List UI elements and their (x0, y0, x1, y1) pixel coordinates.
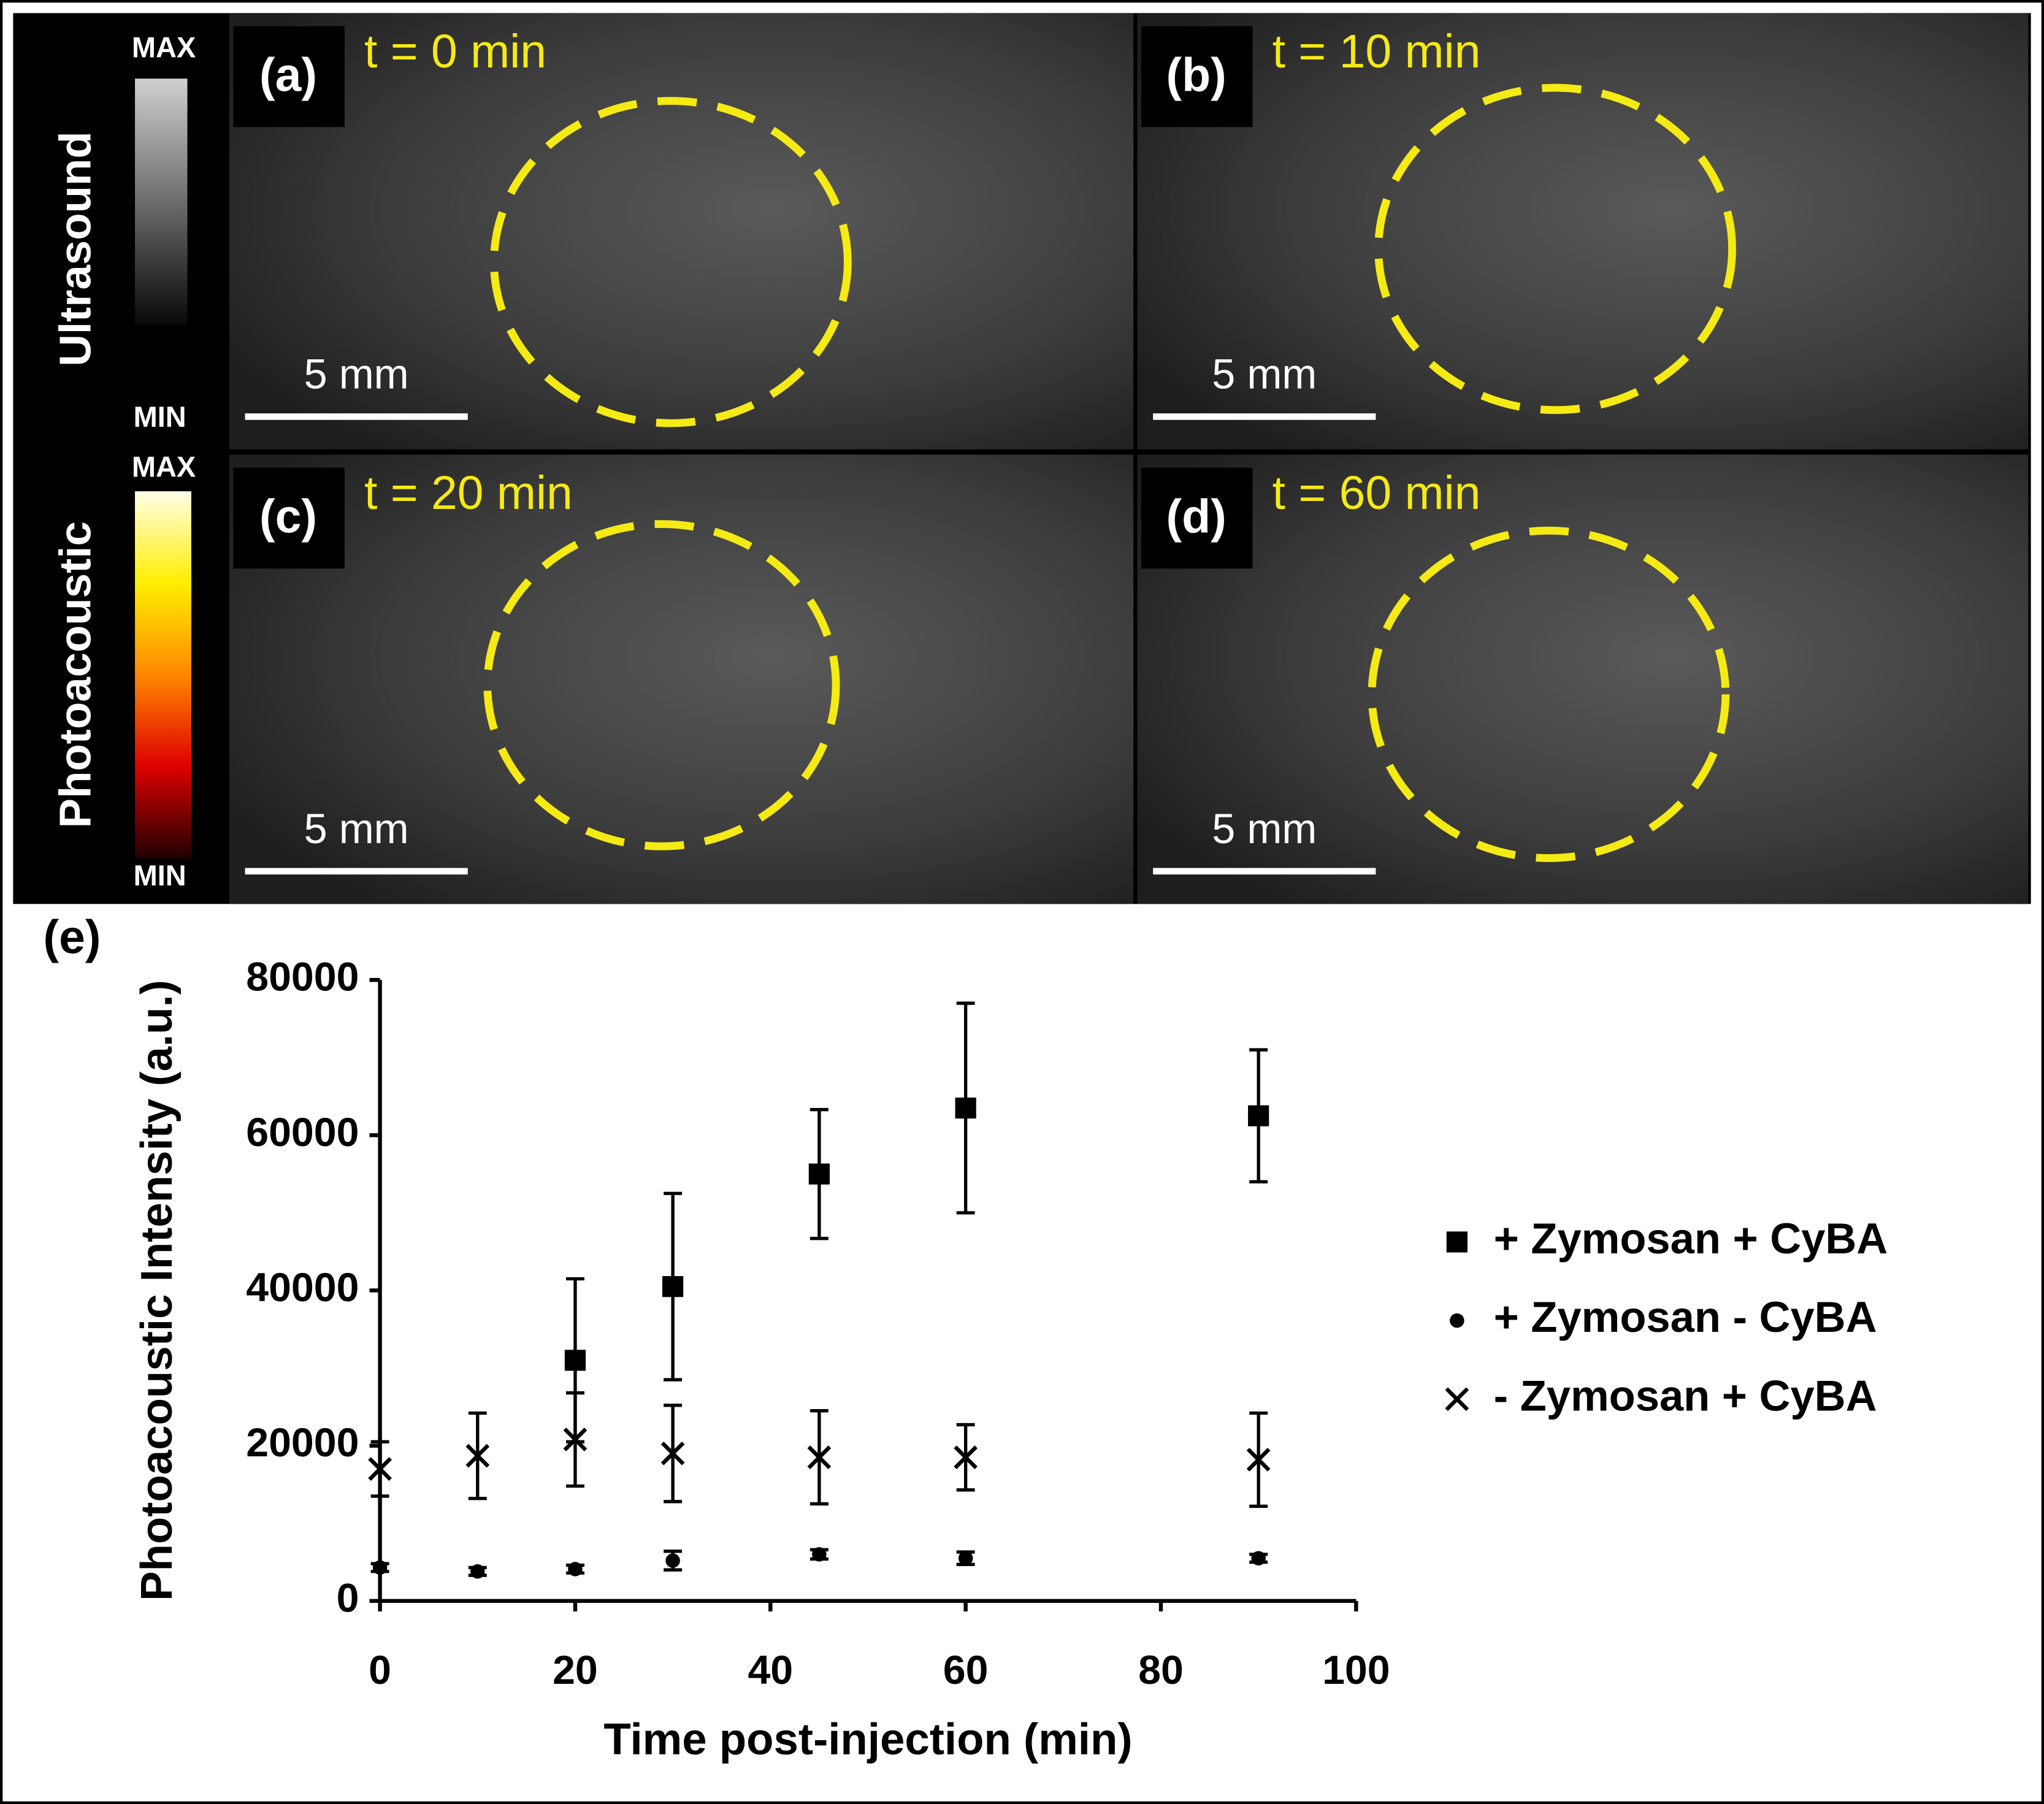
ultrasound-image (229, 454, 1134, 904)
ultrasound-colorbar (135, 78, 188, 325)
marker (470, 1564, 485, 1579)
panel-label: (d) (1166, 491, 1227, 543)
scale-label: 5 mm (304, 806, 409, 852)
marker (958, 1551, 973, 1565)
legend-marker (1446, 1231, 1468, 1253)
ultrasound-image (1137, 13, 2029, 449)
colorbar-min: MIN (134, 859, 186, 892)
y-tick-label: 20000 (246, 1420, 359, 1466)
marker (807, 1445, 832, 1470)
x-tick-label: 80 (1138, 1648, 1184, 1693)
legend-marker (1445, 1387, 1469, 1412)
marker (660, 1441, 685, 1466)
ultrasound-image (1137, 454, 2029, 904)
panel-label: (a) (259, 49, 317, 102)
marker (368, 1457, 392, 1481)
marker (564, 1350, 586, 1371)
y-tick-label: 60000 (246, 1110, 359, 1155)
marker (465, 1443, 490, 1468)
region-of-interest (1374, 83, 1736, 415)
marker (808, 1163, 830, 1185)
scale-label: 5 mm (304, 351, 409, 397)
region-of-interest (490, 97, 852, 427)
time-label: t = 10 min (1273, 25, 1481, 78)
y-tick-label: 40000 (246, 1265, 359, 1310)
label-box (1141, 467, 1253, 569)
legend-marker (1450, 1313, 1464, 1328)
x-tick-label: 0 (369, 1648, 391, 1693)
x-tick-label: 40 (748, 1648, 793, 1693)
label-box (233, 26, 345, 128)
scale-label: 5 mm (1212, 806, 1317, 852)
marker (662, 1276, 684, 1298)
x-tick-label: 20 (553, 1648, 598, 1693)
y-axis-label: Photoacoustic Intensity (a.u.) (132, 980, 182, 1601)
legend-label: - Zymosan + CyBA (1494, 1371, 1877, 1420)
marker (372, 1560, 388, 1575)
time-label: t = 20 min (364, 467, 573, 519)
legend-label: + Zymosan - CyBA (1494, 1293, 1877, 1341)
panel-label: (e) (44, 911, 101, 963)
x-tick-label: 100 (1322, 1648, 1390, 1693)
marker (563, 1428, 588, 1451)
label-box (1141, 26, 1253, 128)
scale-label: 5 mm (1212, 351, 1317, 397)
panel-label: (b) (1166, 49, 1227, 102)
marker (812, 1547, 827, 1562)
region-of-interest (483, 520, 840, 850)
label-box (233, 467, 345, 569)
marker (665, 1553, 680, 1568)
time-label: t = 60 min (1273, 467, 1481, 519)
marker (1251, 1551, 1266, 1565)
legend-label: + Zymosan + CyBA (1494, 1214, 1888, 1263)
ultrasound-image (229, 13, 1134, 449)
region-of-interest (1368, 526, 1730, 862)
colorbar-min: MIN (134, 400, 186, 433)
photoacoustic-colorbar (135, 491, 191, 858)
marker (1246, 1448, 1271, 1472)
marker (954, 1445, 978, 1470)
x-tick-label: 60 (943, 1648, 989, 1693)
colorbar-title: Photoacoustic (50, 521, 100, 828)
marker (955, 1097, 976, 1119)
time-label: t = 0 min (364, 25, 546, 78)
panel-label: (c) (259, 491, 317, 543)
marker (1248, 1105, 1269, 1126)
colorbar-max: MAX (132, 31, 196, 64)
marker (568, 1562, 583, 1577)
colorbar-max: MAX (132, 450, 196, 483)
y-tick-label: 80000 (246, 955, 359, 1000)
x-axis-label: Time post-injection (min) (603, 1714, 1132, 1764)
y-tick-label: 0 (337, 1575, 359, 1621)
colorbar-title: Ultrasound (50, 131, 100, 366)
